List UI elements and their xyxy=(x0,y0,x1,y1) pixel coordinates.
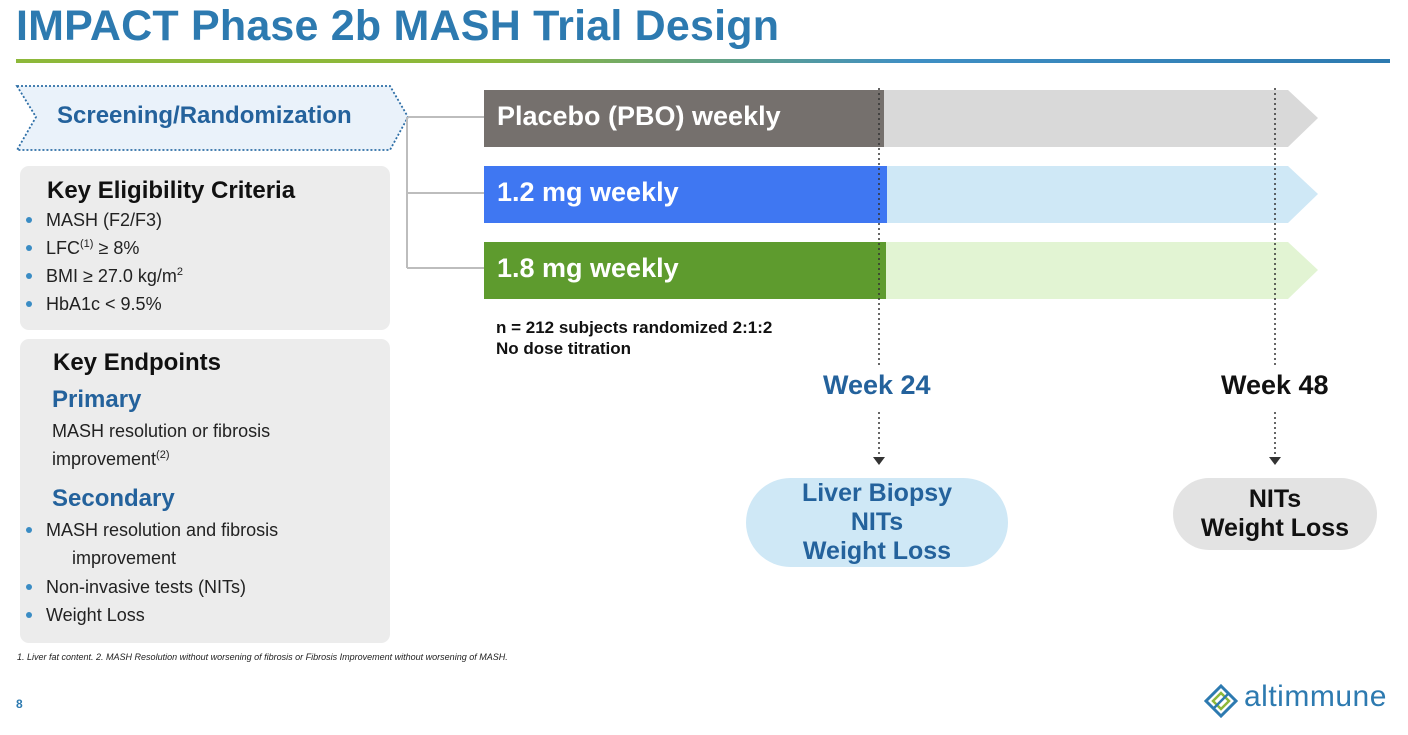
assessment-item: Weight Loss xyxy=(802,537,952,565)
eligibility-panel: Key Eligibility Criteria MASH (F2/F3) LF… xyxy=(20,166,390,330)
eligibility-heading: Key Eligibility Criteria xyxy=(47,177,296,204)
eligibility-item: MASH (F2/F3) xyxy=(25,206,162,234)
arm-high-dose-label: 1.8 mg weekly xyxy=(497,253,679,283)
randomization-connector xyxy=(406,116,484,269)
altimmune-logo-icon xyxy=(1204,684,1238,718)
week-24-label: Week 24 xyxy=(823,370,931,400)
arm-low-dose-label: 1.2 mg weekly xyxy=(497,177,679,207)
randomization-note: n = 212 subjects randomized 2:1:2 xyxy=(496,318,773,337)
titration-note: No dose titration xyxy=(496,339,632,358)
assessment-item: Weight Loss xyxy=(1200,514,1350,542)
arm-high-dose-extension xyxy=(884,242,1318,299)
arm-placebo-bar xyxy=(484,90,884,147)
primary-endpoint-text: MASH resolution or fibrosis xyxy=(52,421,271,441)
secondary-item: MASH resolution and fibrosis xyxy=(25,516,278,544)
assessment-item: Liver Biopsy xyxy=(801,479,953,507)
screening-chevron xyxy=(15,85,410,151)
company-logo-text: altimmune xyxy=(1244,680,1387,713)
assessment-item: NITs xyxy=(1248,485,1302,513)
primary-heading: Primary xyxy=(52,386,142,413)
arm-low-dose-bar xyxy=(484,166,887,223)
title-divider xyxy=(16,59,1390,63)
page-number: 8 xyxy=(16,697,23,711)
week-48-arrow-icon xyxy=(1269,457,1281,465)
arm-placebo-label: Placebo (PBO) weekly xyxy=(497,101,781,131)
eligibility-item: LFC(1) ≥ 8% xyxy=(25,234,139,262)
week-48-label: Week 48 xyxy=(1221,370,1329,400)
arm-low-dose-extension xyxy=(884,166,1318,223)
assessment-item: NITs xyxy=(850,508,904,536)
secondary-item: Weight Loss xyxy=(26,601,145,629)
secondary-item: Non-invasive tests (NITs) xyxy=(25,573,246,601)
arm-placebo-extension xyxy=(884,90,1318,147)
primary-endpoint-text: improvement(2) xyxy=(52,449,170,469)
endpoints-heading: Key Endpoints xyxy=(53,349,222,376)
eligibility-item: BMI ≥ 27.0 kg/m2 xyxy=(25,262,183,290)
arm-high-dose-bar xyxy=(484,242,886,299)
secondary-item-continuation: improvement xyxy=(72,548,177,568)
week-48-assessments: NITs Weight Loss xyxy=(1173,478,1377,550)
week-24-arrow-icon xyxy=(873,457,885,465)
screening-randomization-label: Screening/Randomization xyxy=(57,102,352,129)
footnote: 1. Liver fat content. 2. MASH Resolution… xyxy=(17,652,508,662)
eligibility-item: HbA1c < 9.5% xyxy=(26,290,162,318)
endpoints-panel: Key Endpoints Primary MASH resolution or… xyxy=(20,339,390,643)
week-24-assessments: Liver Biopsy NITs Weight Loss xyxy=(746,478,1008,567)
secondary-heading: Secondary xyxy=(52,485,175,512)
page-title: IMPACT Phase 2b MASH Trial Design xyxy=(16,2,780,50)
